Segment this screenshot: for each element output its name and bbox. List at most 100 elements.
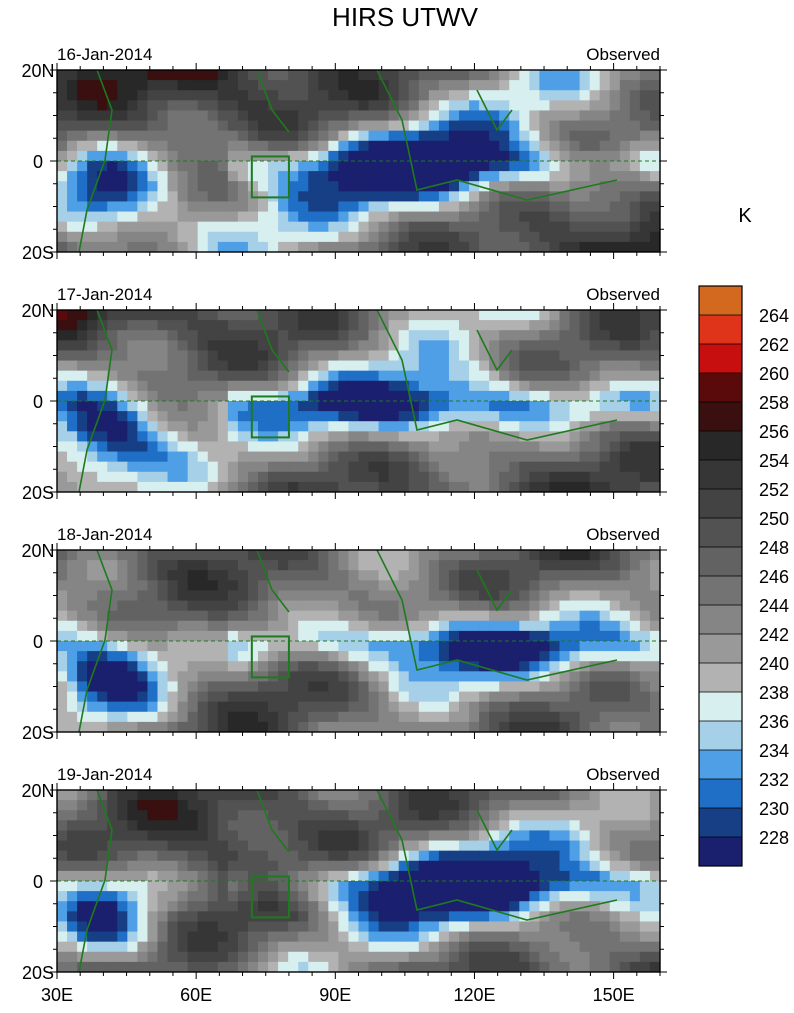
field-cell — [479, 630, 490, 642]
field-cell — [167, 550, 179, 561]
field-cell — [207, 461, 219, 473]
field-cell — [378, 590, 390, 602]
field-cell — [348, 560, 360, 571]
field-cell — [137, 471, 149, 483]
field-cell — [599, 820, 611, 832]
field-cell — [137, 941, 149, 953]
field-cell — [579, 570, 591, 581]
field-cell — [57, 701, 68, 713]
field-cell — [187, 941, 199, 953]
field-cell — [57, 881, 68, 892]
field-cell — [639, 90, 651, 101]
field-cell — [97, 390, 108, 402]
field-cell — [247, 881, 259, 892]
field-cell — [619, 431, 631, 443]
field-cell — [499, 870, 510, 882]
field-cell — [207, 610, 219, 622]
field-cell — [599, 651, 611, 662]
field-cell — [519, 221, 530, 233]
field-cell — [107, 790, 118, 801]
field-cell — [107, 370, 118, 382]
field-cell — [328, 231, 339, 243]
field-cell — [167, 421, 179, 432]
field-cell — [438, 150, 450, 162]
field-cell — [57, 911, 68, 923]
field-cell — [639, 671, 651, 683]
field-cell — [187, 221, 199, 233]
field-cell — [619, 330, 631, 341]
field-cell — [418, 211, 430, 223]
field-cell — [167, 560, 179, 571]
field-cell — [368, 340, 380, 352]
field-cell — [629, 870, 641, 882]
field-cell — [559, 330, 571, 341]
field-cell — [237, 911, 249, 923]
field-cell — [589, 870, 601, 882]
field-cell — [649, 390, 660, 402]
field-cell — [579, 860, 591, 872]
field-cell — [619, 560, 631, 571]
field-cell — [247, 810, 259, 821]
field-cell — [57, 411, 68, 422]
field-cell — [288, 590, 299, 602]
field-cell — [87, 790, 98, 801]
field-cell — [609, 161, 621, 172]
field-cell — [629, 70, 641, 81]
field-cell — [378, 961, 390, 972]
field-cell — [398, 330, 410, 341]
y-tick-label: 20N — [21, 301, 54, 321]
field-cell — [639, 330, 651, 341]
field-cell — [197, 560, 209, 571]
field-cell — [378, 191, 390, 203]
field-cell — [117, 580, 128, 592]
field-cell — [348, 411, 360, 422]
field-cell — [298, 431, 309, 443]
field-cell — [157, 120, 169, 132]
field-cell — [97, 830, 108, 842]
field-cell — [589, 441, 601, 453]
field-cell — [348, 150, 360, 162]
field-cell — [639, 711, 651, 723]
field-cell — [127, 701, 138, 713]
field-cell — [629, 310, 641, 321]
field-cell — [247, 181, 259, 192]
field-cell — [127, 241, 138, 252]
field-cell — [308, 320, 319, 331]
field-cell — [368, 560, 380, 571]
field-cell — [197, 340, 209, 352]
field-cell — [438, 441, 450, 453]
field-cell — [167, 790, 179, 801]
field-cell — [388, 810, 400, 821]
field-cell — [258, 830, 269, 842]
field-cell — [308, 181, 319, 192]
field-cell — [448, 340, 460, 352]
field-cell — [107, 441, 118, 453]
field-cell — [177, 860, 189, 872]
field-cell — [358, 310, 370, 321]
field-cell — [247, 380, 259, 392]
field-cell — [127, 360, 138, 372]
field-cell — [438, 421, 450, 432]
field-cell — [77, 610, 88, 622]
field-cell — [258, 350, 269, 362]
field-cell — [519, 860, 530, 872]
field-cell — [348, 241, 360, 252]
field-cell — [137, 901, 149, 912]
field-cell — [107, 560, 118, 571]
field-cell — [569, 570, 581, 581]
field-cell — [378, 931, 390, 943]
field-cell — [639, 701, 651, 713]
field-cell — [117, 401, 128, 412]
colorbar-label: 256 — [759, 422, 789, 442]
y-tick-label: 20S — [22, 243, 54, 263]
field-cell — [298, 350, 309, 362]
field-cell — [318, 231, 329, 243]
field-cell — [77, 661, 88, 672]
field-cell — [167, 90, 179, 101]
field-cell — [328, 711, 339, 723]
field-cell — [67, 461, 78, 473]
field-cell — [57, 590, 68, 602]
field-cell — [368, 161, 380, 172]
field-cell — [499, 590, 510, 602]
field-cell — [569, 110, 581, 122]
